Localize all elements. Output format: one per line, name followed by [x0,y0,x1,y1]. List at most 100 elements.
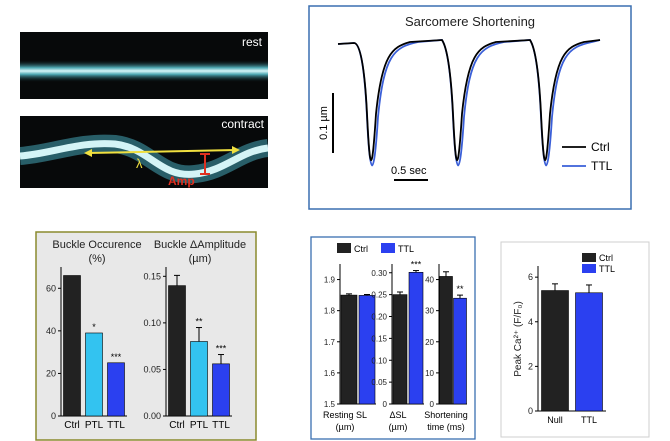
y-tick-label: 0.05 [143,364,161,374]
ca-panel-border [500,241,650,438]
resting-sl-chart: 1.5 1.6 1.7 1.8 1.9 [324,264,376,409]
significance-mark: *** [216,344,227,354]
sl-xlabel-3b: time (ms) [427,422,465,432]
amp-unit: (µm) [189,253,212,265]
amp-chart: 0.00 0.05 0.10 0.15 Ctrl ** PTL *** TTL [143,267,232,431]
lambda-line [87,149,237,154]
sl-legend-ctrl-label: Ctrl [354,244,368,254]
y-tick-label: 0.10 [371,356,387,365]
significance-mark: *** [111,352,122,362]
y-tick-label: 40 [46,326,56,336]
bar-ctrl [168,285,186,417]
y-tick-label: 40 [425,276,434,285]
lambda-arrow-left [84,149,92,157]
category-label: TTL [581,415,597,425]
y-tick-label: 60 [46,283,56,293]
legend-ctrl-label: Ctrl [591,140,610,154]
lambda-arrow-right [232,146,240,154]
contract-image: λ Amp contract [20,116,268,188]
y-tick-label: 0.10 [143,318,161,328]
sl-legend-ctrl-swatch [337,243,351,253]
legend-ttl-label: TTL [591,159,613,173]
y-tick-label: 0 [51,411,56,421]
y-tick-label: 0.05 [371,378,387,387]
y-tick-label: 1.5 [324,400,336,409]
ca-panel: Peak Ca²⁺ (F/F₀) Ctrl TTL 0 2 4 6 Null TTL [500,241,650,438]
sl-panel: Ctrl TTL 1.5 1.6 1.7 1.8 1.9 0 0.05 0.10 0.15 0.… [310,236,476,440]
bar-null [541,290,569,412]
y-tick-label: 6 [528,272,533,282]
significance-mark: ** [456,284,464,294]
buckle-panel: Buckle Occurence (%) Buckle ΔAmplitude (… [35,231,257,441]
y-tick-label: 0 [528,406,533,416]
bar-ptl [85,332,103,417]
ca-legend-ttl-swatch [582,264,596,273]
y-tick-label: 10 [425,369,434,378]
y-tick-label: 2 [528,361,533,371]
significance-mark: *** [411,260,422,270]
ca-ylabel: Peak Ca²⁺ (F/F₀) [513,301,524,377]
bar-ctrl [439,276,453,405]
ttl-trace [337,39,601,167]
occ-unit: (%) [88,253,105,265]
y-tick-label: 0.30 [371,269,387,278]
bar-ttl [107,362,125,417]
peak-ca-chart: 0 2 4 6 Null TTL [528,266,606,425]
sl-legend-ttl-swatch [381,243,395,253]
bar-ctrl [392,294,408,405]
trace-title: Sarcomere Shortening [405,14,535,29]
y-tick-label: 30 [425,307,434,316]
sl-xlabel-1b: (µm) [336,422,355,432]
sl-xlabel-3a: Shortening [424,410,468,420]
y-tick-label: 0.20 [371,313,387,322]
rest-fiber [20,60,268,82]
y-tick-label: 0.15 [143,271,161,281]
significance-mark: ** [195,317,203,327]
bar-ttl [408,272,424,405]
y-tick-label: 0 [383,400,388,409]
bar-ctrl [340,294,358,405]
shortening-time-chart: 0 10 20 30 40 ** [425,264,467,409]
y-tick-label: 1.7 [324,338,336,347]
trace-border [308,5,632,210]
bar-ttl [575,292,603,412]
bar-ttl [212,363,230,417]
significance-mark: * [92,322,96,332]
category-label: PTL [190,420,209,431]
y-tick-label: 20 [425,338,434,347]
sl-xlabel-1a: Resting SL [323,410,367,420]
category-label: TTL [107,420,125,431]
amp-label: Amp [168,174,195,188]
category-label: TTL [212,420,230,431]
category-label: PTL [85,420,104,431]
rest-label: rest [242,35,263,49]
y-tick-label: 0.15 [371,334,387,343]
scale-x-label: 0.5 sec [391,165,427,177]
bar-ttl [453,297,467,405]
lambda-label: λ [136,156,143,171]
delta-sl-chart: 0 0.05 0.10 0.15 0.20 0.25 0.30 *** [371,260,424,409]
y-tick-label: 1.8 [324,307,336,316]
y-tick-label: 20 [46,368,56,378]
ca-legend-ctrl-swatch [582,253,596,262]
category-label: Ctrl [169,420,185,431]
sl-legend-ttl-label: TTL [398,244,414,254]
y-tick-label: 1.9 [324,276,336,285]
amp-title: Buckle ΔAmplitude [154,239,246,251]
trace-panel: Sarcomere Shortening 0.1 µm 0.5 sec Ctrl… [308,5,632,210]
bar-ptl [190,341,208,417]
scale-y-label: 0.1 µm [318,106,330,140]
rest-image: rest [20,32,268,99]
bar-ctrl [63,275,81,417]
ca-legend-ttl-label: TTL [599,264,615,274]
y-tick-label: 0.00 [143,411,161,421]
contract-fiber [20,140,268,178]
y-tick-label: 1.6 [324,369,336,378]
y-tick-label: 0.25 [371,291,387,300]
occ-chart: 0 20 40 60 Ctrl * PTL *** TTL [46,267,127,431]
sl-xlabel-2a: ΔSL [389,410,406,420]
sl-xlabel-2b: (µm) [389,422,408,432]
y-tick-label: 0 [430,400,435,409]
y-tick-label: 4 [528,317,533,327]
contract-label: contract [221,117,264,131]
